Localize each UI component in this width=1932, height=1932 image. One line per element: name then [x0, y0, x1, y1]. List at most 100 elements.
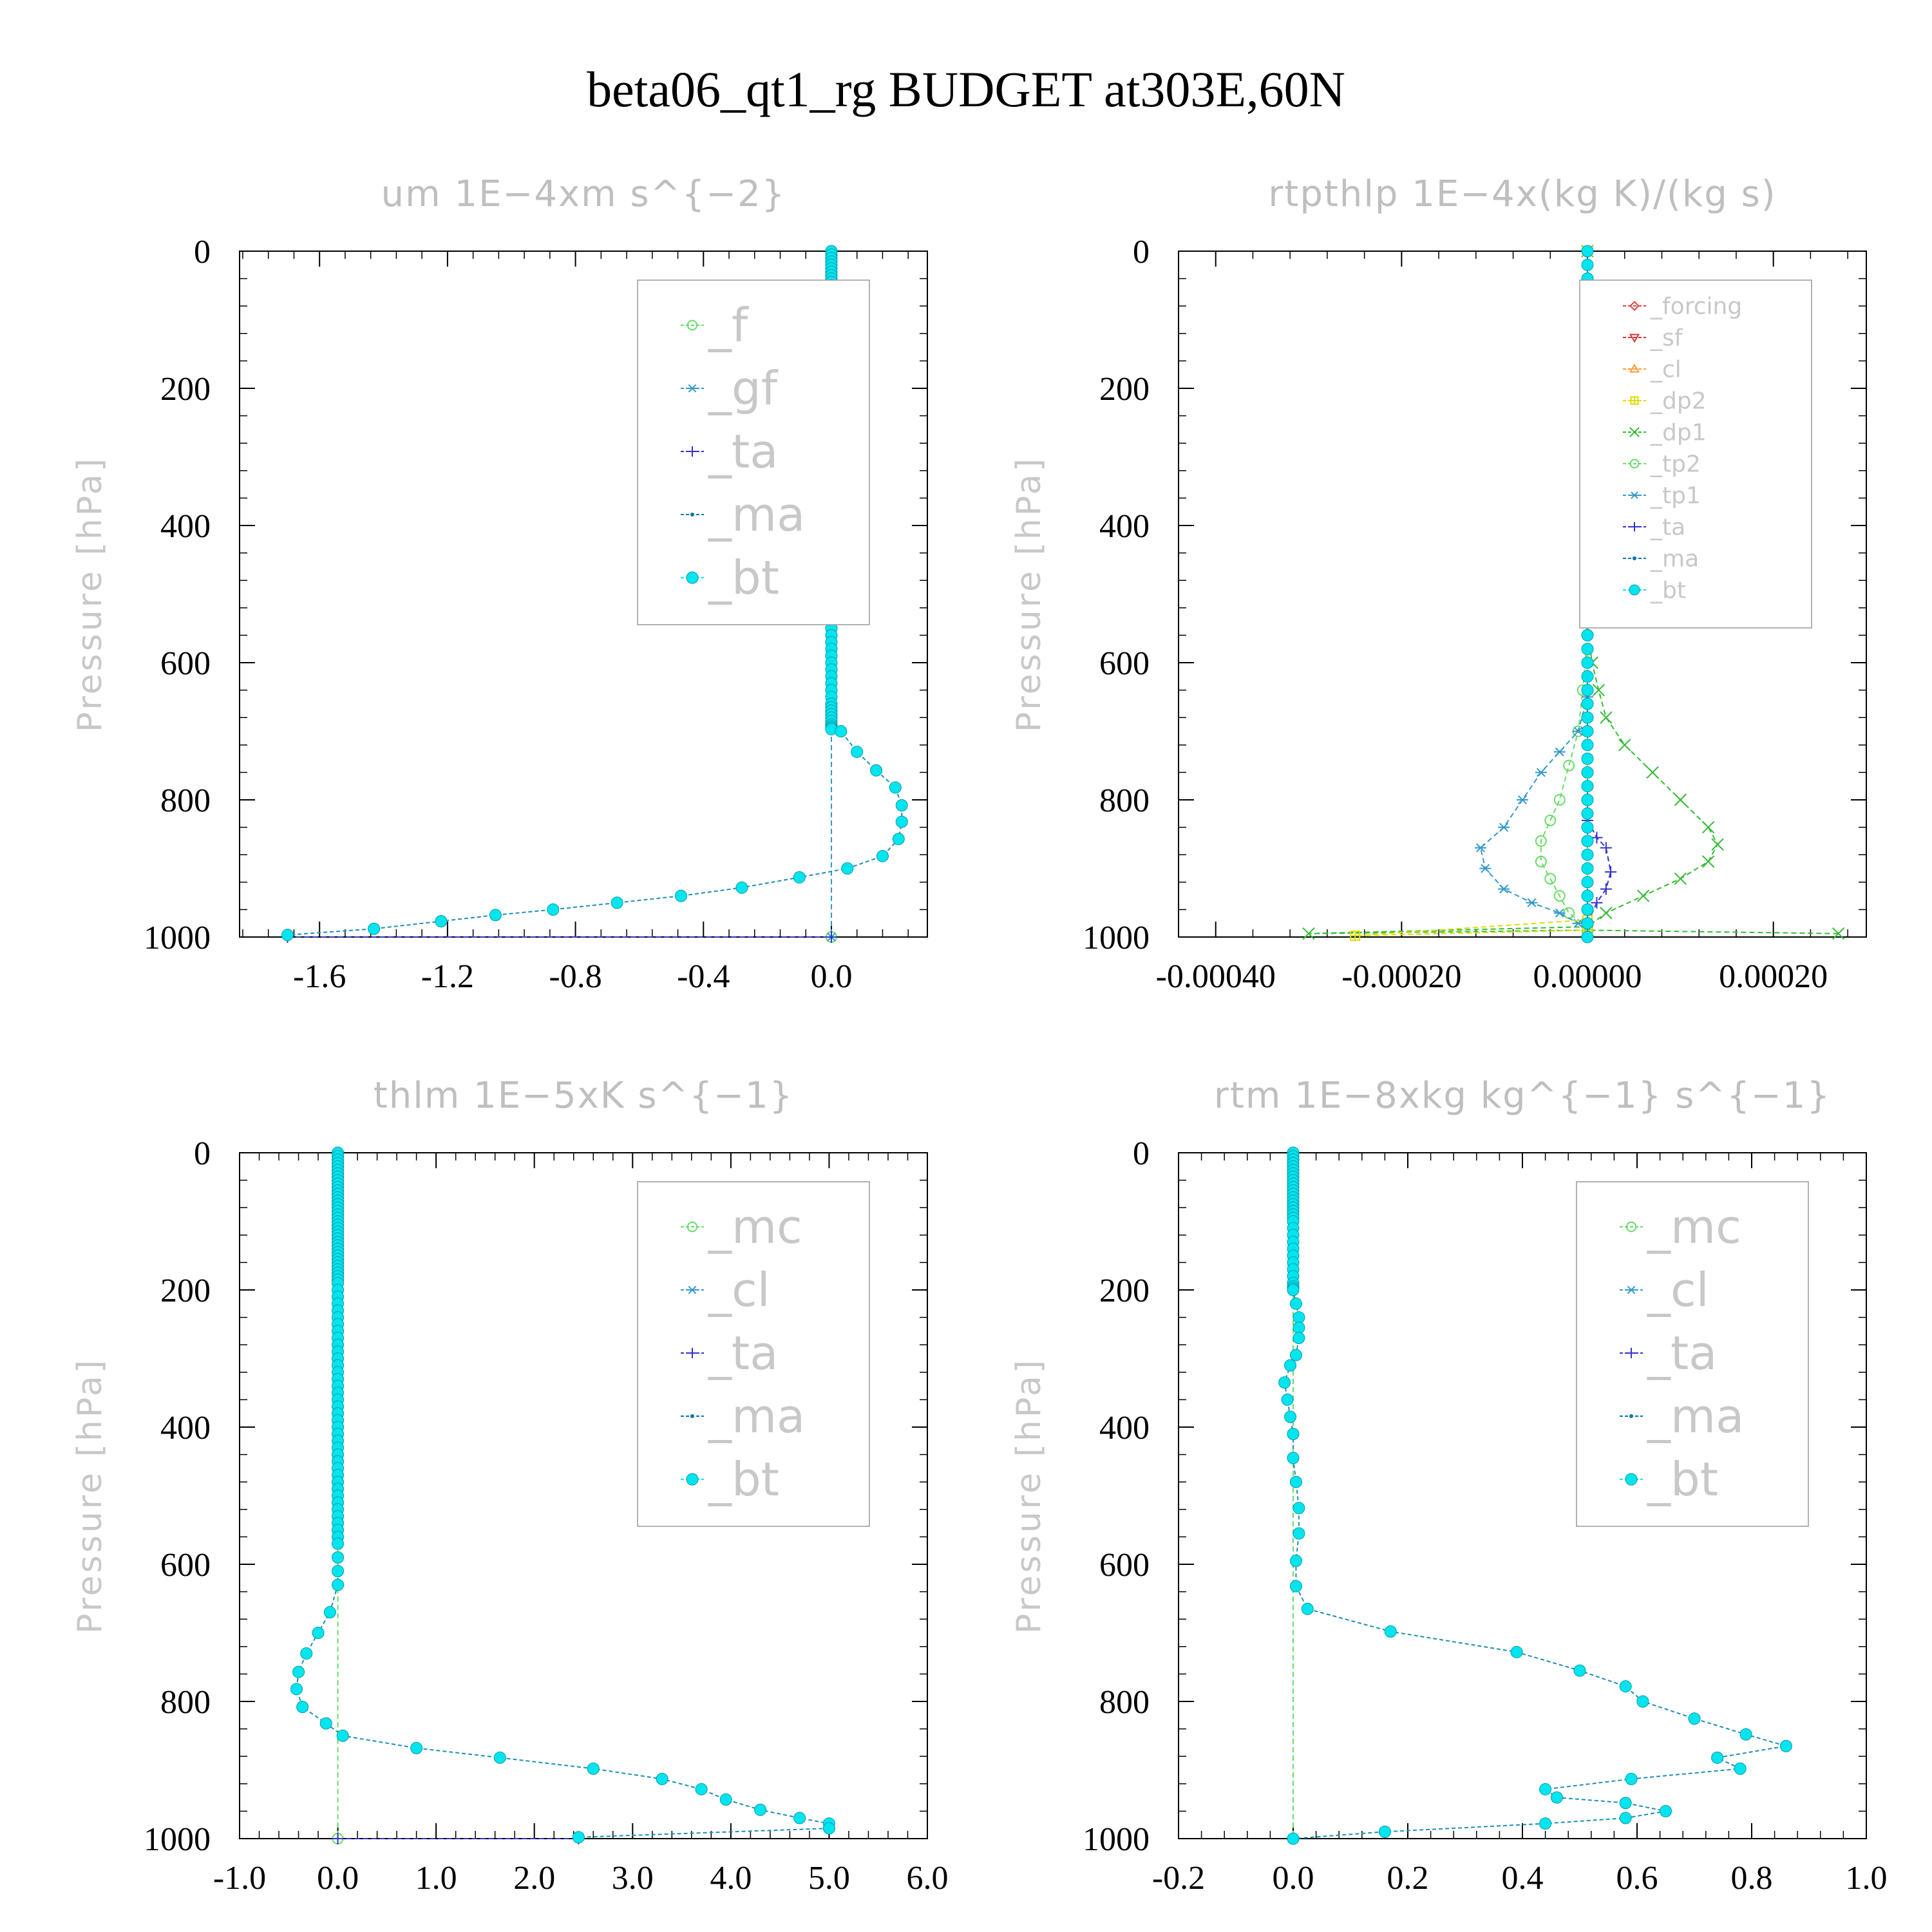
- data-point: [1600, 711, 1613, 724]
- data-point: [1553, 890, 1566, 902]
- y-tick-label: 400: [1099, 508, 1150, 545]
- data-point: [296, 1701, 309, 1714]
- y-tick-label: 600: [160, 1547, 211, 1584]
- data-point: [332, 1565, 345, 1578]
- x-tick-label: 0.00000: [1533, 958, 1642, 995]
- data-point: [1535, 768, 1547, 777]
- series-tp1: [1475, 246, 1594, 935]
- legend-marker: [1630, 396, 1639, 405]
- data-point: [892, 833, 905, 846]
- data-point: [1535, 835, 1547, 847]
- data-point: [835, 725, 848, 737]
- data-point: [1581, 752, 1594, 765]
- y-tick-label: 400: [160, 1410, 211, 1446]
- data-point: [719, 1793, 732, 1806]
- x-tick-label: 0.0: [1273, 1860, 1314, 1897]
- figure-title: beta06_qt1_rg BUDGET at303E,60N: [587, 61, 1345, 117]
- data-point: [1581, 629, 1594, 641]
- data-point: [1544, 814, 1557, 826]
- data-point: [1734, 1762, 1747, 1775]
- y-tick-label: 600: [1099, 1547, 1150, 1584]
- x-tick-label: 2.0: [513, 1860, 555, 1897]
- series-dp1: [1302, 245, 1845, 940]
- legend: _f _gf _ta _ma _bt: [637, 279, 870, 625]
- data-point: [493, 1751, 506, 1764]
- data-point: [1581, 876, 1594, 889]
- x-tick-label: 0.6: [1616, 1860, 1658, 1897]
- data-point: [1779, 1739, 1792, 1752]
- legend-marker: [690, 1414, 694, 1418]
- y-tick-label: 800: [160, 1684, 211, 1721]
- data-point: [1581, 245, 1594, 258]
- data-point: [410, 1741, 423, 1754]
- panel-title: thlm 1E−5xK s^{−1}: [374, 1075, 794, 1117]
- data-point: [1739, 1728, 1752, 1741]
- x-tick-label: -0.8: [549, 958, 601, 995]
- data-point: [332, 1578, 345, 1591]
- data-point: [1289, 1555, 1302, 1567]
- data-point: [1581, 711, 1594, 724]
- y-tick-label: 0: [1133, 234, 1150, 270]
- data-point: [1591, 896, 1603, 909]
- data-point: [1287, 1428, 1300, 1441]
- data-point: [336, 1729, 349, 1742]
- data-point: [1350, 930, 1361, 941]
- data-point: [1544, 873, 1557, 885]
- legend-label: _ma: [1650, 546, 1699, 573]
- data-point: [1600, 883, 1612, 895]
- chart-panel-1: um 1E−4xm s^{−2} Pressure [hPa] 0 200 400 600…: [71, 173, 928, 995]
- data-point: [1581, 848, 1594, 861]
- data-point: [323, 1606, 336, 1619]
- data-point: [1281, 1393, 1294, 1406]
- legend-entry: _ma: [681, 488, 805, 542]
- legend-marker: [687, 384, 698, 393]
- x-tick-label: -0.00040: [1156, 958, 1276, 995]
- y-tick-label: 800: [1099, 782, 1150, 819]
- legend-entry: _dp2: [1623, 388, 1707, 415]
- legend-label: _dp2: [1650, 388, 1707, 415]
- series-bt: [1278, 1146, 1792, 1845]
- chart-panel-4: rtm 1E−8xkg kg^{−1} s^{−1} Pressure [hPa]…: [1010, 1075, 1888, 1897]
- data-point: [1517, 795, 1528, 805]
- legend-label: _dp1: [1650, 420, 1707, 446]
- data-point: [870, 764, 883, 777]
- data-point: [1293, 1311, 1305, 1324]
- data-point: [1619, 1680, 1632, 1693]
- y-tick-label: 400: [160, 508, 211, 545]
- legend-marker: [1629, 301, 1640, 311]
- data-point: [1581, 258, 1594, 271]
- data-point: [1287, 1452, 1300, 1464]
- data-point: [547, 903, 560, 916]
- y-tick-label: 1000: [1083, 1821, 1150, 1858]
- panel-title: um 1E−4xm s^{−2}: [381, 173, 786, 215]
- legend-marker: [1625, 1347, 1637, 1359]
- y-tick-label: 200: [1099, 1273, 1150, 1309]
- legend-entry: _ma: [1620, 1389, 1744, 1443]
- data-point: [735, 881, 748, 894]
- data-point: [1591, 831, 1603, 844]
- y-axis-label: Pressure [hPa]: [71, 1358, 109, 1634]
- plot-frame: [1178, 251, 1867, 938]
- data-point: [1287, 1832, 1300, 1845]
- legend: _forcing _sf _cl _dp2 _dp1 _tp2 _tp1 _ta _ma _bt: [1579, 279, 1812, 629]
- x-tick-label: -0.2: [1152, 1860, 1205, 1897]
- data-point: [1581, 793, 1594, 806]
- series-bt: [290, 1146, 835, 1844]
- data-point: [1479, 864, 1492, 873]
- legend-entry: _ta: [1623, 515, 1685, 541]
- series-line: [1355, 251, 1589, 936]
- panel-title: rtm 1E−8xkg kg^{−1} s^{−1}: [1214, 1075, 1831, 1117]
- series-line: [1309, 251, 1839, 934]
- legend-label: _tp2: [1650, 451, 1701, 478]
- x-tick-label: 0.2: [1387, 1860, 1429, 1897]
- legend-entry: _mc: [1620, 1200, 1741, 1254]
- legend-marker: [686, 1473, 699, 1486]
- legend-marker: [687, 1347, 698, 1359]
- legend-marker: [1629, 459, 1640, 469]
- x-tick-label: 4.0: [710, 1860, 752, 1897]
- legend-entry: _bt: [681, 1452, 779, 1506]
- data-point: [572, 1831, 585, 1844]
- data-point: [1605, 866, 1617, 878]
- data-point: [1293, 1527, 1305, 1540]
- data-point: [822, 1822, 835, 1835]
